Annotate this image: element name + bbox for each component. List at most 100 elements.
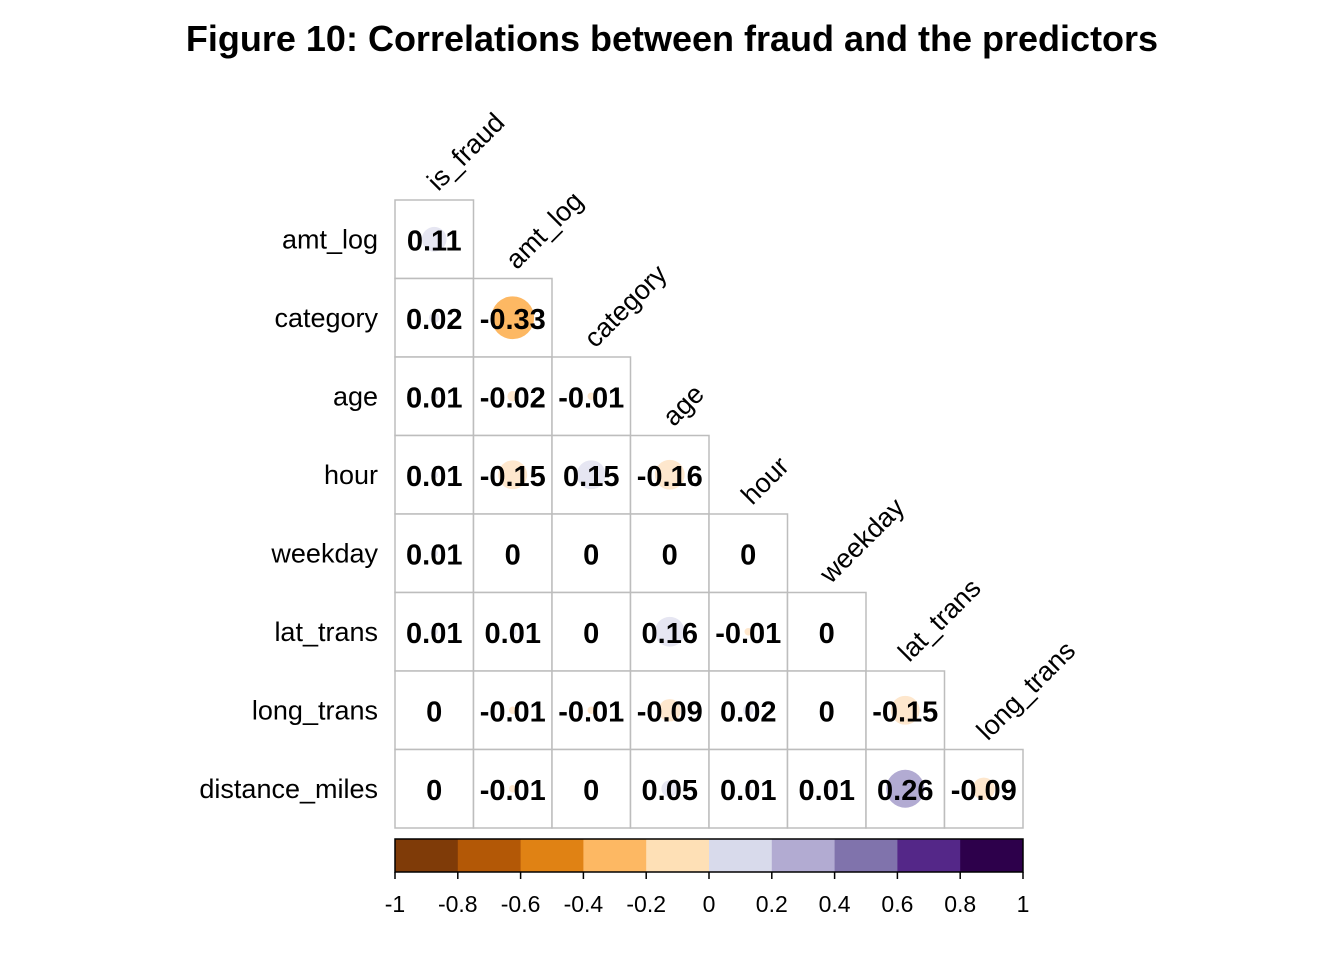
column-label: age (657, 379, 710, 432)
correlation-circle (823, 785, 831, 793)
correlation-circle (890, 695, 920, 725)
correlation-value: -0.15 (480, 461, 546, 493)
correlation-circle (658, 699, 681, 722)
correlation-value: -0.33 (480, 304, 546, 336)
matrix-cell (472, 748, 553, 829)
colorbar-segment (395, 839, 459, 872)
correlation-value: 0.01 (799, 775, 855, 807)
correlation-value: 0 (662, 539, 678, 571)
correlation-circle (654, 616, 685, 647)
correlation-value: -0.01 (715, 618, 781, 650)
colorbar-tick-label: 0.8 (944, 891, 976, 917)
colorbar-segment (520, 839, 584, 872)
colorbar-tick-label: 0 (703, 891, 716, 917)
correlation-circle (654, 459, 685, 490)
color-legend: -1 -0.8 -0.6 -0.4 -0.2 0 0.2 0.4 0.6 0.8 1 (385, 838, 1030, 917)
correlation-circle (972, 777, 995, 800)
correlation-value: 0.26 (877, 775, 933, 807)
correlation-value: -0.15 (872, 696, 938, 728)
column-label: amt_log (500, 186, 589, 275)
column-label: weekday (813, 492, 911, 590)
correlation-value: -0.01 (558, 696, 624, 728)
correlation-value: 0.02 (720, 696, 776, 728)
matrix-cell (551, 591, 632, 672)
correlation-circle (744, 785, 752, 793)
chart-title: Figure 10: Correlations between fraud an… (185, 18, 1159, 59)
correlation-circle (576, 460, 606, 490)
colorbar-segment (646, 839, 710, 872)
correlation-circle (587, 706, 595, 714)
column-label: is_fraud (421, 107, 510, 196)
matrix-cell (786, 591, 867, 672)
correlation-value: -0.09 (951, 775, 1017, 807)
colorbar-segment (583, 839, 647, 872)
correlation-value: 0.01 (720, 775, 776, 807)
correlation-circle (661, 780, 679, 798)
row-label: category (274, 303, 378, 333)
correlation-circle (587, 392, 595, 400)
correlation-circle (498, 460, 528, 490)
correlation-value: 0.02 (406, 304, 462, 336)
matrix-cell (629, 513, 710, 594)
correlation-value: -0.01 (480, 775, 546, 807)
colorbar-tick-label: -0.4 (564, 891, 604, 917)
colorbar-tick-label: -0.6 (501, 891, 541, 917)
colorbar-segment (457, 839, 522, 872)
correlation-circle (509, 706, 517, 714)
colorbar-tick-label: 0.6 (881, 891, 913, 917)
correlation-value: 0.05 (642, 775, 698, 807)
row-labels: amt_log category age hour weekday lat_translo… (199, 224, 378, 804)
row-label: hour (324, 460, 378, 490)
correlation-circle (428, 312, 440, 324)
correlation-circle (744, 628, 752, 636)
row-label: long_trans (252, 695, 378, 725)
matrix-cell (708, 513, 789, 594)
correlation-circle (742, 704, 754, 716)
correlation-value: 0 (505, 539, 521, 571)
colorbar-tick-label: -0.2 (626, 891, 666, 917)
colorbar-tick-label: 0.4 (819, 891, 851, 917)
row-label: weekday (270, 538, 378, 568)
colorbar-segment (709, 839, 773, 872)
correlation-value: -0.02 (480, 382, 546, 414)
correlation-value: 0.01 (485, 618, 541, 650)
column-label: long_trans (971, 635, 1081, 745)
column-label: hour (735, 451, 794, 510)
correlation-circle (430, 392, 438, 400)
colorbar-tick-label: 0.2 (756, 891, 788, 917)
correlation-value: 0 (426, 696, 442, 728)
colorbar-segment (771, 839, 836, 872)
correlation-value: 0.15 (563, 461, 619, 493)
column-label: category (578, 258, 673, 353)
correlation-value: -0.09 (637, 696, 703, 728)
correlation-value: 0.01 (406, 382, 462, 414)
colorbar-segment (960, 839, 1024, 872)
colorbar-segment (834, 839, 898, 872)
correlation-circle (509, 628, 517, 636)
matrix-cell (708, 670, 789, 751)
correlation-circle (509, 785, 517, 793)
row-label: distance_miles (199, 774, 378, 804)
correlation-value: 0 (583, 775, 599, 807)
matrix-cell (551, 748, 632, 829)
colorbar-segment (897, 839, 961, 872)
correlation-value: 0 (426, 775, 442, 807)
row-label: age (333, 381, 378, 411)
matrix-cells: 0.11 0.02 -0.33 0.01 -0.02 -0.01 0.01 -0.15 0.15… (394, 199, 1024, 829)
correlation-circle (430, 549, 438, 557)
correlation-value: 0.01 (406, 461, 462, 493)
correlation-value: 0 (819, 618, 835, 650)
correlation-value: 0.16 (642, 618, 698, 650)
correlation-value: -0.16 (637, 461, 703, 493)
colorbar-tick-label: -1 (385, 891, 405, 917)
correlation-value: 0.01 (406, 539, 462, 571)
correlation-value: -0.01 (558, 382, 624, 414)
colorbar-tick-label: 1 (1017, 891, 1030, 917)
column-label: lat_trans (892, 573, 986, 667)
matrix-cell (394, 748, 475, 829)
row-label: lat_trans (274, 617, 378, 647)
matrix-cell (943, 748, 1024, 829)
correlation-circle (491, 296, 535, 340)
correlation-value: 0.01 (406, 618, 462, 650)
